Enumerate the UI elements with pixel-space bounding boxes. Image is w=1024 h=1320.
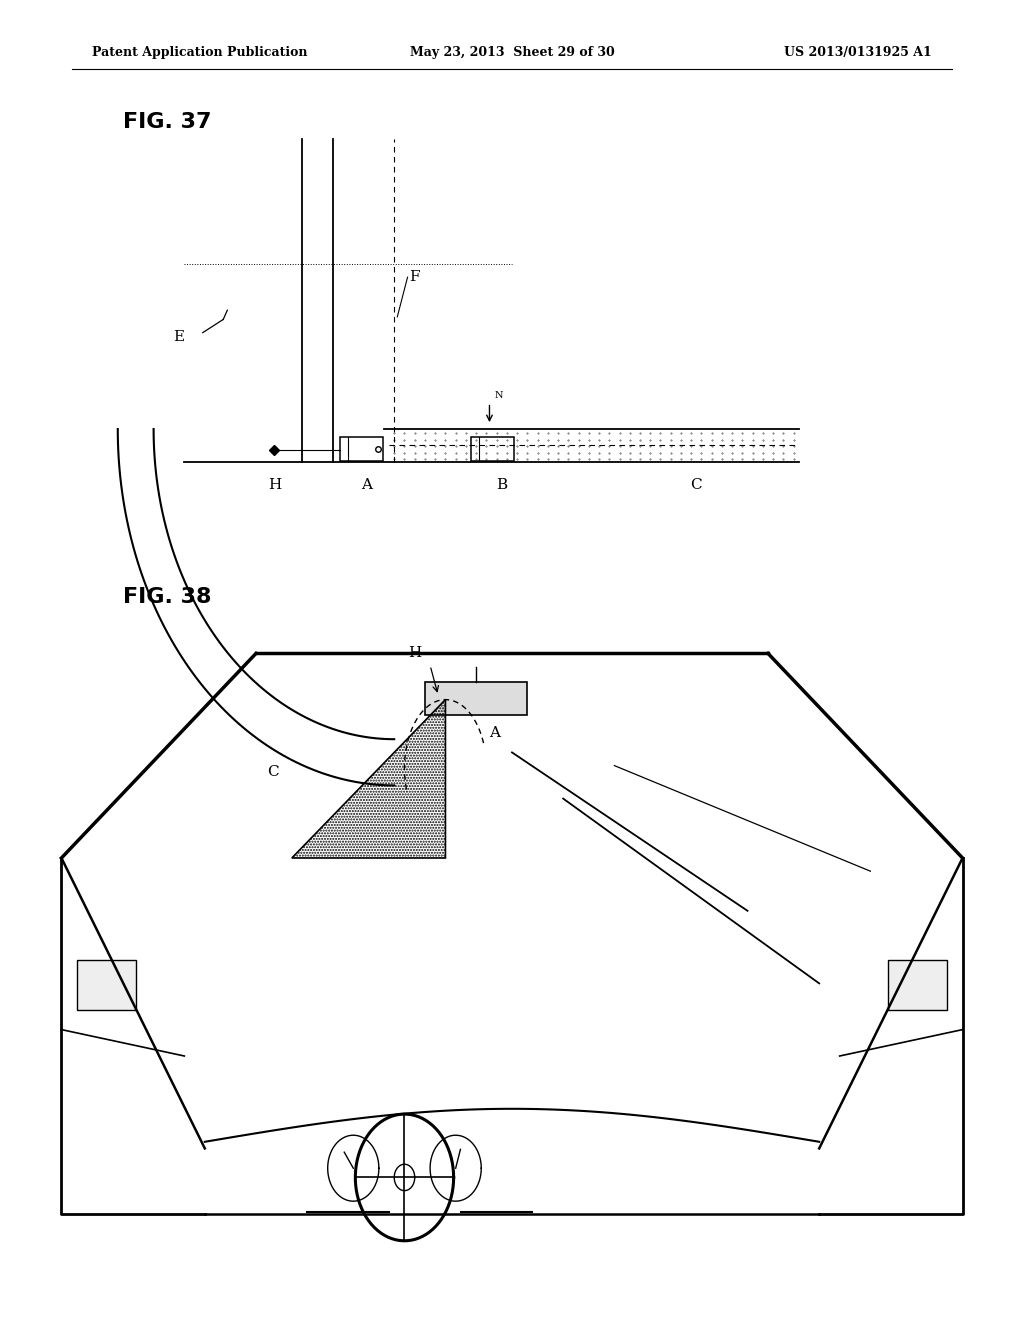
Bar: [471, 437, 514, 461]
Text: H: H: [268, 478, 281, 492]
Text: FIG. 38: FIG. 38: [123, 587, 211, 607]
Text: Patent Application Publication: Patent Application Publication: [92, 46, 307, 59]
Text: May 23, 2013  Sheet 29 of 30: May 23, 2013 Sheet 29 of 30: [410, 46, 614, 59]
Text: C: C: [690, 478, 702, 492]
Text: H: H: [409, 645, 421, 660]
Bar: [340, 437, 383, 461]
Text: N: N: [495, 391, 503, 400]
Text: FIG. 37: FIG. 37: [123, 112, 211, 132]
Text: C: C: [267, 766, 279, 779]
Text: A: A: [489, 726, 501, 739]
Text: F: F: [410, 271, 420, 284]
Text: A: A: [361, 478, 372, 492]
Text: E: E: [174, 330, 184, 343]
Bar: [77, 960, 136, 1010]
Text: B: B: [497, 478, 507, 492]
Text: US 2013/0131925 A1: US 2013/0131925 A1: [784, 46, 932, 59]
Bar: [425, 682, 527, 715]
Bar: [888, 960, 947, 1010]
